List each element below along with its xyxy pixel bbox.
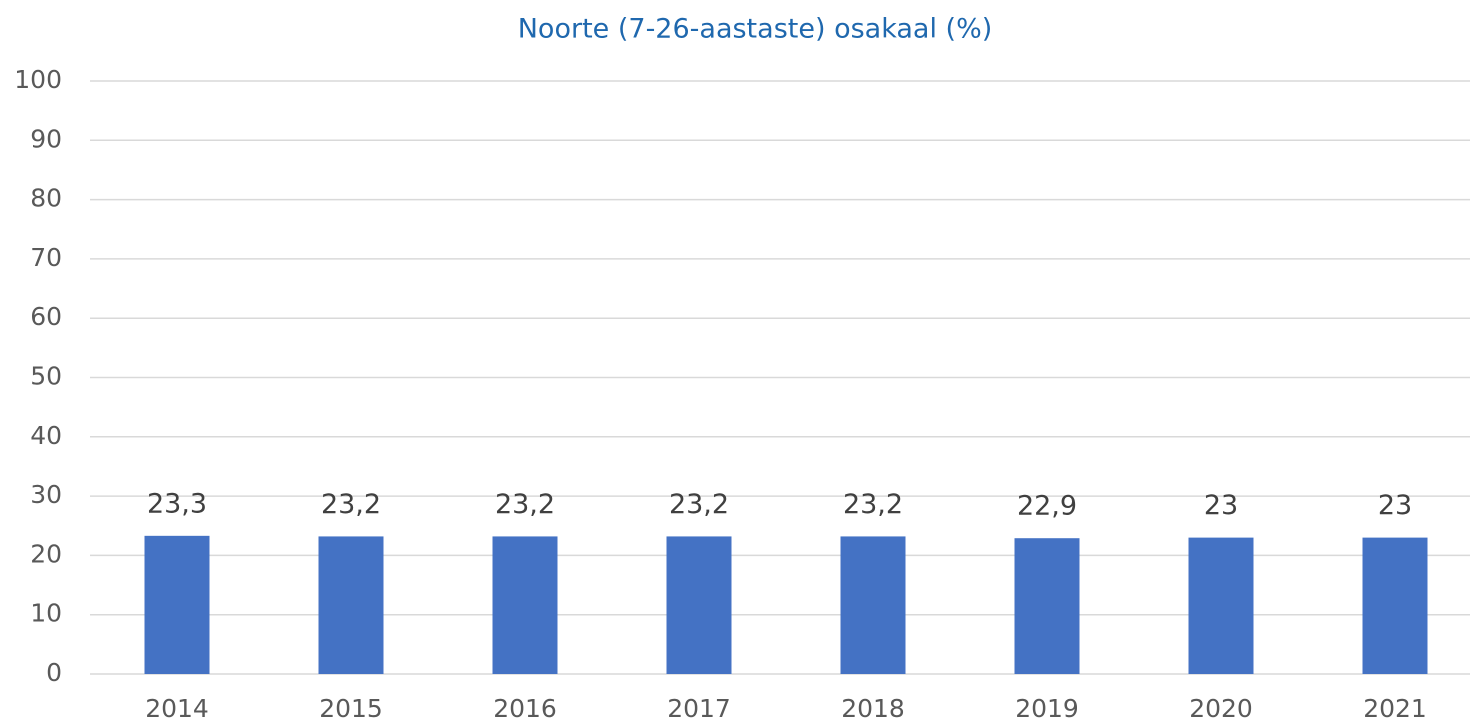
x-tick-label: 2017: [667, 694, 731, 723]
data-label: 23,2: [843, 489, 903, 520]
bar: [1362, 537, 1428, 674]
y-tick-label: 30: [30, 480, 62, 509]
data-label: 23: [1378, 490, 1412, 521]
y-tick-label: 40: [30, 421, 62, 450]
y-tick-label: 10: [30, 599, 62, 628]
y-tick-label: 100: [14, 65, 62, 94]
bar: [144, 535, 210, 674]
bar: [1188, 537, 1254, 674]
y-tick-label: 60: [30, 302, 62, 331]
bar: [318, 536, 384, 674]
y-tick-label: 50: [30, 362, 62, 391]
data-label: 23,2: [495, 489, 555, 520]
y-tick-label: 0: [46, 658, 62, 687]
x-tick-label: 2014: [145, 694, 209, 723]
x-tick-label: 2018: [841, 694, 905, 723]
bar: [666, 536, 732, 674]
y-tick-label: 90: [30, 124, 62, 153]
data-label: 23,2: [321, 489, 381, 520]
bar: [840, 536, 906, 674]
y-tick-label: 80: [30, 184, 62, 213]
data-label: 22,9: [1017, 491, 1077, 522]
y-tick-label: 70: [30, 243, 62, 272]
data-label: 23: [1204, 490, 1238, 521]
data-label: 23,3: [147, 488, 207, 519]
x-tick-label: 2016: [493, 694, 557, 723]
x-tick-label: 2015: [319, 694, 383, 723]
x-tick-label: 2019: [1015, 694, 1079, 723]
bar: [1014, 538, 1080, 674]
y-tick-label: 20: [30, 539, 62, 568]
chart-title: Noorte (7-26-aastaste) osakaal (%): [518, 14, 993, 45]
x-tick-label: 2021: [1363, 694, 1427, 723]
data-label: 23,2: [669, 489, 729, 520]
x-tick-label: 2020: [1189, 694, 1253, 723]
bar: [492, 536, 558, 674]
